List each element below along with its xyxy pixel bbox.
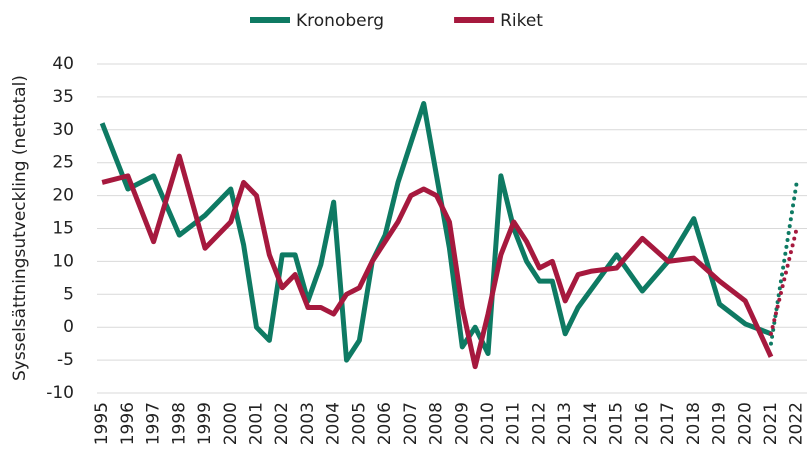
x-tick-label: 2002 [272,402,292,445]
x-tick-label: 2016 [632,402,652,445]
x-tick-label: 1999 [195,402,215,445]
y-tick-label: -10 [46,383,74,403]
x-tick-label: 2019 [710,402,730,445]
x-tick-label: 2022 [787,402,807,445]
x-tick-label: 2014 [581,402,601,445]
legend-label: Kronoberg [296,11,384,31]
x-tick-label: 2013 [555,402,575,445]
x-tick-label: 2005 [349,402,369,445]
x-tick-label: 1995 [92,402,112,445]
x-tick-label: 2003 [298,402,318,445]
x-tick-label: 2001 [246,402,266,445]
x-tick-label: 2021 [761,402,781,445]
x-tick-label: 2004 [324,402,344,445]
y-tick-label: 25 [52,153,74,173]
x-tick-label: 2020 [735,402,755,445]
y-tick-label: 0 [63,317,74,337]
y-tick-label: 15 [52,219,74,239]
x-tick-label: 2015 [607,402,627,445]
y-tick-label: 40 [52,54,74,74]
line [101,153,774,370]
x-tick-label: 2008 [427,402,447,445]
y-tick-label: 10 [52,251,74,271]
x-tick-label: 2010 [478,402,498,445]
forecast-line [768,180,799,346]
forecast-line [768,226,799,336]
y-tick-label: -5 [57,350,74,370]
x-tick-label: 1996 [118,402,138,445]
y-tick-label: 5 [63,284,74,304]
x-tick-label: 1997 [144,402,164,445]
y-tick-label: 35 [52,87,74,107]
x-tick-label: 2012 [529,402,549,445]
legend-label: Riket [500,11,543,31]
x-tick-label: 2011 [504,402,524,445]
y-tick-label: 30 [52,120,74,140]
x-tick-label: 2006 [375,402,395,445]
x-tick-label: 2009 [452,402,472,445]
line [99,100,772,363]
x-tick-label: 2007 [401,402,421,445]
x-tick-label: 2000 [221,402,241,445]
y-tick-label: 20 [52,186,74,206]
y-axis-label: Sysselsättningsutveckling (nettotal) [10,75,30,381]
x-tick-label: 2017 [658,402,678,445]
x-tick-label: 1998 [169,402,189,445]
x-tick-label: 2018 [684,402,704,445]
